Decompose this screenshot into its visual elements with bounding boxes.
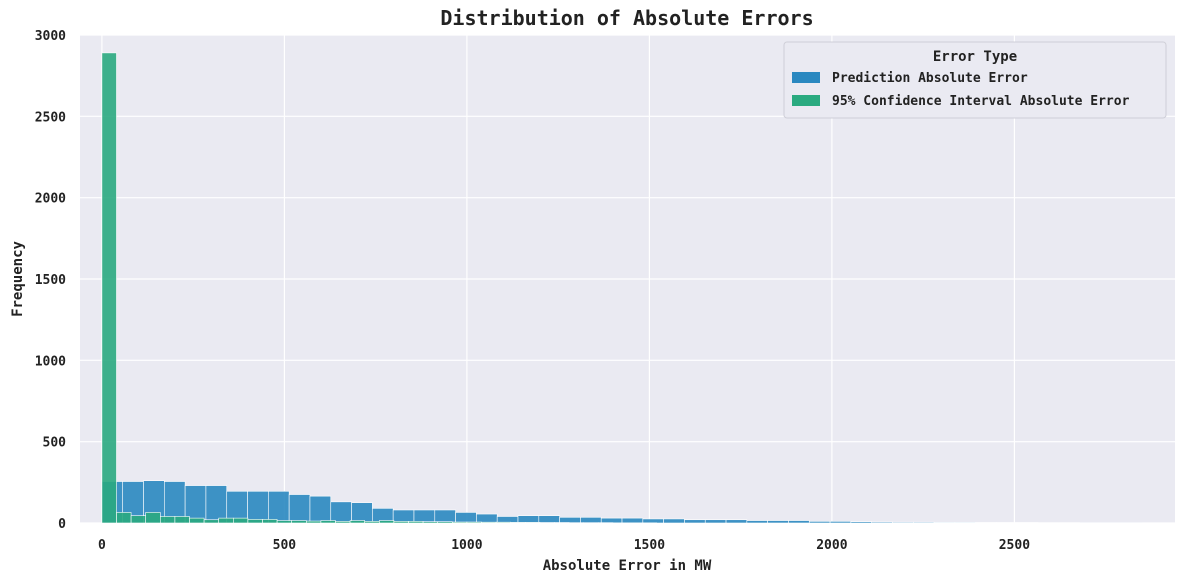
histogram-bar <box>268 490 290 524</box>
histogram-bar <box>408 521 424 524</box>
histogram-bar <box>393 521 409 524</box>
histogram-bar <box>116 512 132 524</box>
histogram-bar <box>829 521 852 524</box>
histogram-bar <box>600 517 623 524</box>
y-tick-label: 1500 <box>35 273 66 288</box>
histogram-bar <box>291 520 307 524</box>
histogram-bar <box>305 520 322 524</box>
histogram-bar <box>174 516 190 524</box>
chart-title: Distribution of Absolute Errors <box>440 6 813 30</box>
histogram-bar <box>559 517 581 524</box>
y-axis-label: Frequency <box>10 241 26 317</box>
x-tick-label: 1000 <box>451 538 482 553</box>
histogram-bar <box>437 521 453 524</box>
histogram-bar <box>524 522 541 524</box>
legend-swatch-confidence-interval <box>792 95 820 106</box>
x-tick-label: 1500 <box>634 538 665 553</box>
histogram-bar <box>466 521 482 524</box>
legend: Error Type Prediction Absolute Error 95%… <box>783 41 1167 119</box>
histogram-bar <box>892 521 914 524</box>
histogram-bar <box>233 517 249 524</box>
histogram-bar <box>160 516 176 524</box>
histogram-bar <box>247 490 269 524</box>
histogram-bar <box>538 515 560 524</box>
histogram-bar <box>288 494 311 524</box>
x-tick-label: 500 <box>273 538 297 553</box>
histogram-bar <box>247 519 263 524</box>
histogram-bar <box>364 521 380 524</box>
histogram-bar <box>871 521 893 524</box>
y-tick-label: 1000 <box>35 354 66 369</box>
histogram-bar <box>725 519 748 524</box>
histogram-bar <box>330 501 352 524</box>
histogram-bar <box>746 520 768 524</box>
legend-label-confidence-interval: 95% Confidence Interval Absolute Error <box>832 94 1130 109</box>
histogram-bar <box>101 52 117 524</box>
x-axis-label: Absolute Error in MW <box>543 558 712 574</box>
y-tick-label: 3000 <box>35 29 66 44</box>
series-1-bars <box>101 52 657 524</box>
histogram-bar <box>205 485 228 524</box>
histogram-bar <box>510 522 526 524</box>
histogram-bar <box>580 517 602 524</box>
histogram-bar <box>218 517 234 524</box>
histogram-bar <box>203 519 220 524</box>
histogram-bar <box>320 520 336 524</box>
y-tick-label: 500 <box>43 436 67 451</box>
histogram-bar <box>663 518 685 524</box>
histogram-bar <box>413 509 436 524</box>
histogram-bar <box>850 521 872 524</box>
histogram-bar <box>392 509 415 524</box>
y-tick-label: 2500 <box>35 110 66 125</box>
legend-title: Error Type <box>933 49 1017 65</box>
x-tick-label: 0 <box>98 538 106 553</box>
histogram-bar <box>349 520 366 524</box>
histogram-bar <box>481 521 497 524</box>
histogram-bar <box>378 520 395 524</box>
histogram-bar <box>145 512 161 524</box>
y-tick-label: 2000 <box>35 192 66 207</box>
histogram-bar <box>621 517 644 524</box>
histogram-bar <box>476 513 498 524</box>
histogram-bar <box>933 522 956 524</box>
histogram-bar <box>642 518 664 524</box>
histogram-bar <box>455 512 477 524</box>
histogram-bar <box>262 519 278 524</box>
histogram-bar <box>684 519 706 524</box>
histogram-bar <box>767 520 789 524</box>
histogram-bar <box>130 515 147 524</box>
histogram-bar <box>434 509 456 524</box>
x-tick-label: 2000 <box>816 538 847 553</box>
y-tick-label: 0 <box>58 517 66 532</box>
histogram-bar <box>912 521 935 524</box>
histogram-bar <box>351 502 373 524</box>
histogram-bar <box>704 519 727 524</box>
histogram-bar <box>189 517 205 524</box>
histogram-bar <box>517 515 540 524</box>
axis-ticks: 0 500 1000 1500 2000 2500 0 500 1000 1500 2000 2500… <box>35 29 1031 553</box>
histogram-bar <box>495 521 512 524</box>
histogram-bar <box>309 495 332 524</box>
histogram-bar <box>335 521 351 524</box>
histogram-bar <box>808 521 831 524</box>
histogram-bars <box>101 52 1143 524</box>
legend-box <box>783 41 1167 119</box>
histogram-bar <box>451 521 468 524</box>
x-tick-label: 2500 <box>999 538 1030 553</box>
histogram-bar <box>954 522 977 524</box>
histogram-bar <box>788 520 810 524</box>
histogram-bar <box>276 520 293 524</box>
legend-swatch-prediction <box>792 72 820 83</box>
legend-label-prediction: Prediction Absolute Error <box>832 71 1028 86</box>
histogram-bar <box>422 521 439 524</box>
